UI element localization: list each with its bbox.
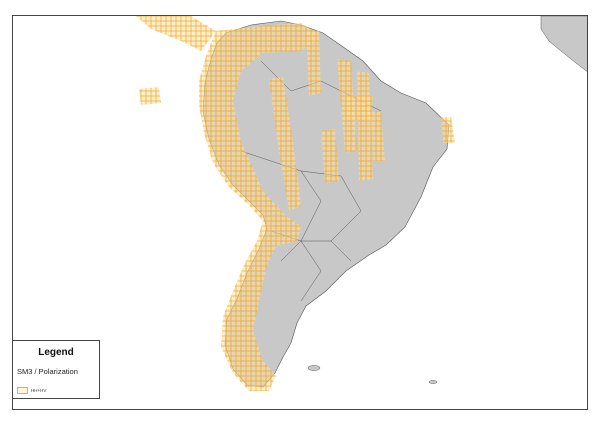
swath-brazil-6 [357,71,373,181]
legend-swatch [17,387,28,394]
swath-northeast [441,117,455,143]
legend-subtitle: SM3 / Polarization [17,367,78,376]
africa-land [540,16,587,72]
swath-brazil-7 [371,111,385,161]
swath-caribbean-island [139,87,161,105]
coverage-swaths [136,16,455,391]
legend-item-label: HH+HV [31,388,47,393]
swath-brazil-3 [321,129,339,183]
swath-andes [199,23,321,391]
small-islands [307,365,438,384]
swath-central-america [136,16,216,51]
legend-title: Legend [38,347,74,358]
map-frame [12,15,588,410]
map-canvas[interactable] [13,16,588,410]
swath-brazil-2 [306,31,321,96]
swath-brazil-1 [269,77,301,211]
legend: Legend SM3 / Polarization HH+HV [12,340,100,399]
legend-item: HH+HV [17,387,46,394]
